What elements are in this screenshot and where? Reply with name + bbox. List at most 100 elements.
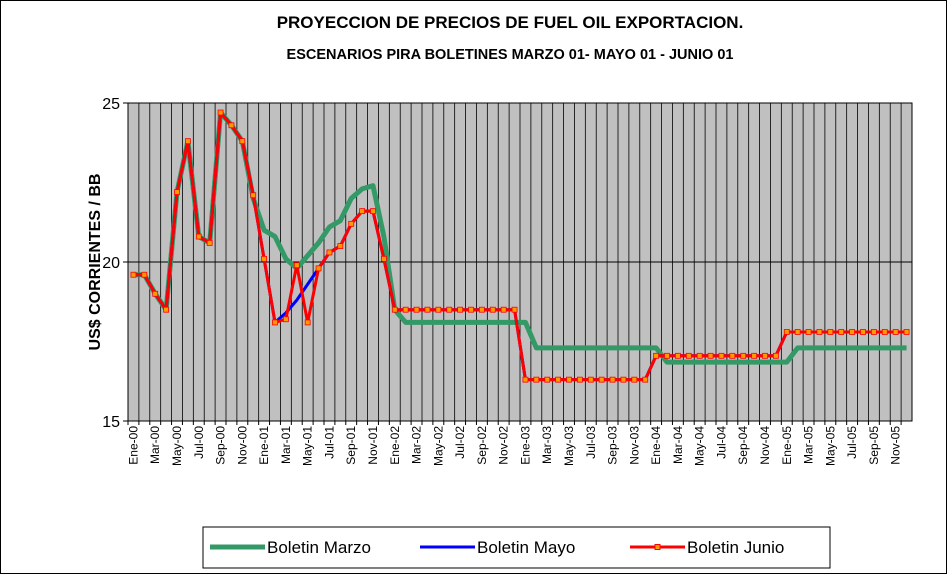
marker	[751, 352, 758, 359]
marker	[195, 233, 202, 240]
marker	[849, 329, 856, 335]
marker	[598, 376, 605, 383]
x-tick-label: May-05	[823, 426, 837, 466]
marker	[544, 376, 551, 383]
marker	[359, 208, 366, 215]
x-tick-label: Mar-01	[279, 426, 293, 464]
marker	[511, 306, 518, 313]
marker	[424, 306, 431, 313]
legend-label: Boletin Mayo	[477, 538, 575, 557]
x-tick-label: Mar-00	[148, 426, 162, 464]
x-tick-label: Jul-04	[714, 426, 728, 459]
legend-label: Boletin Marzo	[267, 538, 371, 557]
x-tick-label: May-04	[693, 426, 707, 466]
marker	[380, 255, 387, 262]
marker	[293, 262, 300, 269]
x-tick-label: Nov-02	[497, 426, 511, 465]
marker	[838, 329, 845, 335]
x-tick-label: May-03	[562, 426, 576, 466]
x-tick-label: May-00	[170, 426, 184, 466]
marker	[217, 109, 224, 116]
x-tick-label: Jul-03	[584, 426, 598, 459]
marker	[631, 376, 638, 383]
legend	[202, 526, 831, 569]
x-tick-label: Jul-00	[192, 426, 206, 459]
marker	[587, 376, 594, 383]
marker	[772, 352, 779, 359]
marker	[664, 352, 670, 359]
y-tick-label: 20	[102, 255, 120, 272]
marker	[653, 352, 660, 359]
marker	[783, 329, 790, 335]
x-tick-label: Sep-03	[606, 426, 620, 465]
x-tick-label: Ene-04	[649, 426, 663, 465]
x-tick-label: Jul-02	[453, 426, 467, 459]
x-tick-label: Nov-05	[889, 426, 903, 465]
x-tick-label: Ene-05	[780, 426, 794, 465]
marker	[272, 319, 278, 326]
marker	[533, 376, 540, 383]
x-tick-label: Jul-01	[322, 426, 336, 459]
marker	[892, 329, 899, 335]
marker	[489, 306, 496, 313]
x-tick-label: May-01	[301, 426, 315, 466]
marker	[348, 220, 355, 227]
marker	[620, 376, 627, 383]
marker	[740, 352, 747, 359]
chart-subtitle: ESCENARIOS PIRA BOLETINES MARZO 01- MAYO…	[287, 47, 734, 63]
marker	[870, 329, 877, 335]
marker	[881, 329, 888, 335]
marker	[370, 208, 376, 215]
marker	[685, 352, 692, 359]
x-tick-label: Ene-03	[518, 426, 532, 465]
marker	[239, 138, 246, 145]
marker	[805, 329, 812, 335]
marker	[566, 376, 572, 383]
x-tick-label: Sep-05	[867, 426, 881, 465]
x-tick-label: Jul-05	[845, 426, 859, 459]
x-tick-label: Mar-03	[540, 426, 554, 464]
marker	[130, 271, 137, 278]
marker	[522, 376, 529, 383]
marker	[315, 265, 322, 272]
marker	[500, 306, 507, 313]
marker	[794, 329, 801, 335]
marker	[141, 271, 148, 278]
marker	[457, 306, 464, 313]
x-tick-label: May-02	[431, 426, 445, 466]
marker	[827, 329, 834, 335]
x-tick-label: Nov-00	[235, 426, 249, 465]
x-tick-label: Sep-04	[736, 426, 750, 465]
marker	[696, 352, 703, 359]
marker	[718, 352, 725, 359]
x-tick-label: Mar-02	[410, 426, 424, 464]
marker	[152, 290, 159, 297]
marker	[674, 352, 681, 359]
marker	[282, 316, 289, 323]
marker	[163, 306, 170, 313]
legend-label: Boletin Junio	[687, 538, 784, 557]
marker	[860, 329, 866, 335]
marker	[337, 243, 344, 250]
series-line	[133, 110, 907, 365]
x-tick-label: Mar-05	[802, 426, 816, 464]
marker	[707, 352, 714, 359]
y-axis-label: US$ CORRIENTES / BB	[87, 174, 104, 351]
x-tick-label: Sep-01	[344, 426, 358, 465]
marker	[609, 376, 616, 383]
marker	[478, 306, 485, 313]
chart-title: PROYECCION DE PRECIOS DE FUEL OIL EXPORT…	[277, 13, 744, 32]
marker	[413, 306, 420, 313]
x-tick-label: Ene-02	[388, 426, 402, 465]
x-tick-label: Sep-00	[214, 426, 228, 465]
marker	[762, 352, 768, 359]
marker	[402, 306, 409, 313]
marker	[326, 249, 333, 256]
marker	[174, 189, 180, 195]
x-tick-label: Nov-03	[627, 426, 641, 465]
x-tick-label: Mar-04	[671, 426, 685, 464]
marker	[555, 376, 562, 383]
marker	[206, 240, 213, 246]
marker	[304, 319, 311, 326]
